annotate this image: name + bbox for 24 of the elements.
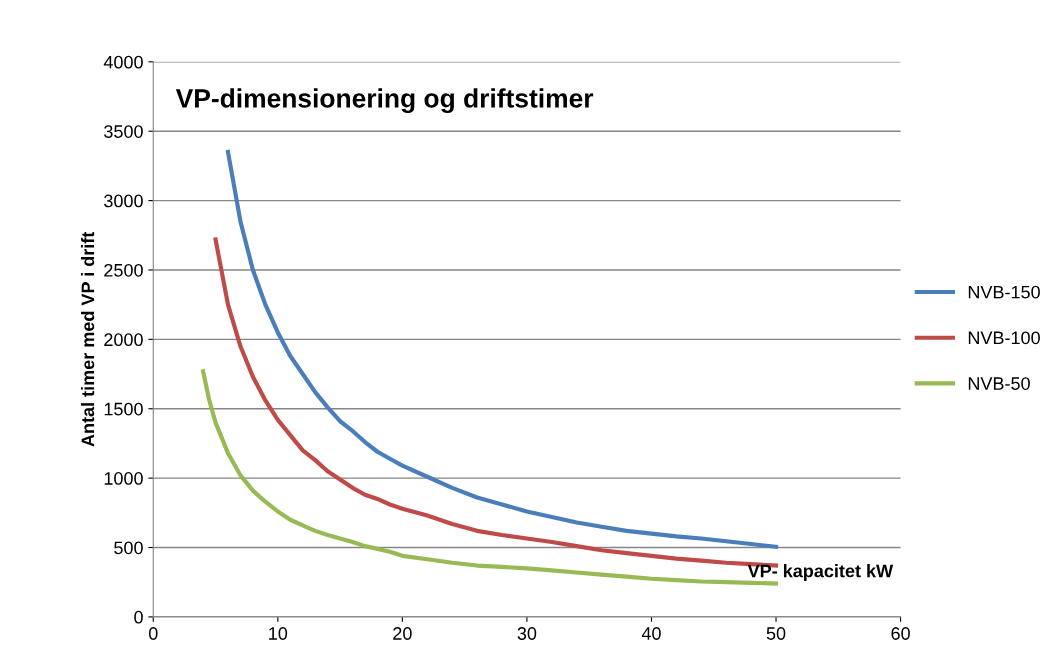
legend-label: NVB-100 xyxy=(968,331,1040,345)
y-tick-label: 3000 xyxy=(104,194,143,208)
y-tick-label: 2000 xyxy=(104,333,143,347)
x-tick-label: 50 xyxy=(766,627,786,640)
line-series xyxy=(200,369,779,586)
text: VP-dimensionering og driftstimer xyxy=(175,88,594,114)
legend-label: NVB-150 xyxy=(968,285,1040,299)
y-tick-label: 0 xyxy=(134,610,143,624)
y-tick-label: 4000 xyxy=(103,55,143,69)
x-tick-label: 20 xyxy=(393,627,412,640)
y-axis-title: Antal timer med VP i drift xyxy=(80,231,95,447)
x-tick-label: 10 xyxy=(269,627,288,640)
y-tick-label: 1500 xyxy=(104,402,143,416)
y-tick-label: 1000 xyxy=(104,472,143,485)
x-tick-label: 60 xyxy=(891,627,910,640)
y-tick-label: 2500 xyxy=(104,263,143,277)
x-tick-label: 30 xyxy=(517,627,537,640)
x-tick-label: 40 xyxy=(641,627,661,640)
legend-label: NVB-50 xyxy=(968,377,1030,390)
x-axis-title: VP- kapacitet kW xyxy=(747,564,894,581)
y-tick-label: 3500 xyxy=(104,125,143,138)
y-tick-label: 500 xyxy=(114,541,143,555)
x-tick-label: 0 xyxy=(148,627,158,640)
line-series xyxy=(225,149,779,549)
